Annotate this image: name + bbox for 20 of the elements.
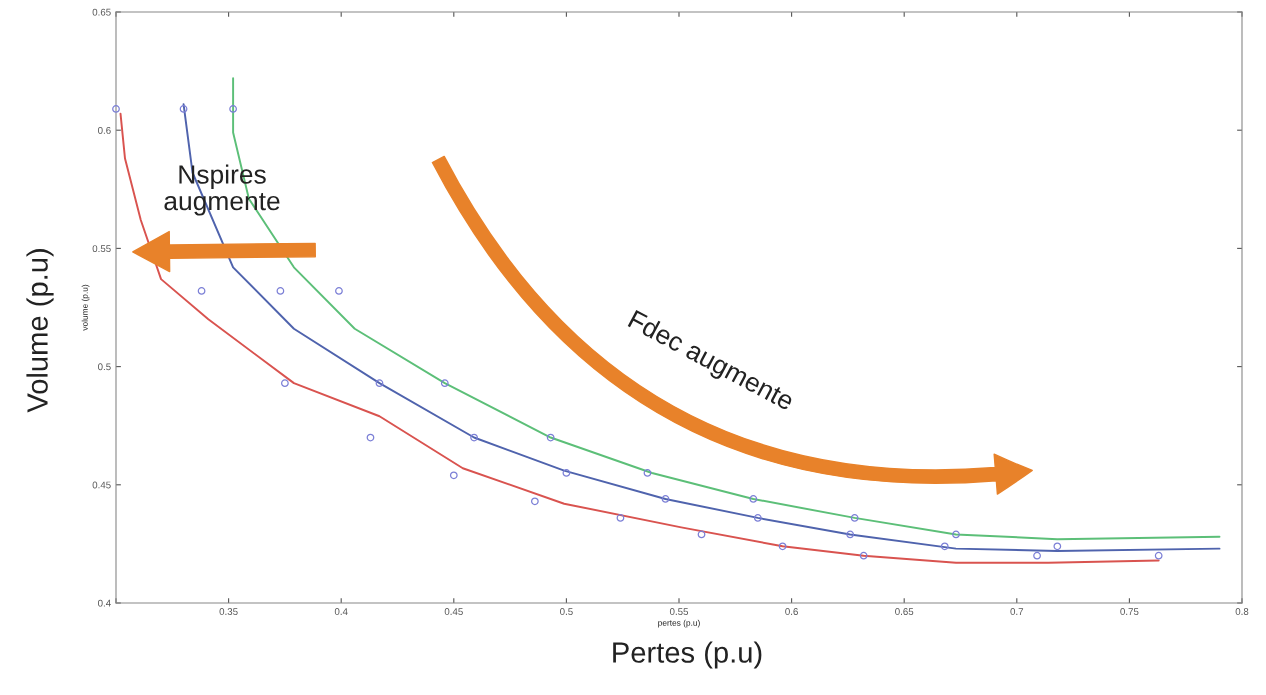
x-tick-label: 0.8 (1235, 608, 1249, 615)
x-tick-label: 0.7 (1010, 608, 1024, 615)
x-tick-label: 0.6 (785, 608, 798, 615)
y-tick-label: 0.4 (98, 599, 111, 607)
y-tick-label: 0.55 (92, 245, 111, 253)
y-axis-title: volume (p.u) (81, 284, 90, 331)
x-tick-label: 0.5 (560, 608, 573, 615)
y-tick-label: 0.6 (98, 126, 111, 134)
x-tick-label: 0.75 (1120, 608, 1139, 615)
x-tick-label: 0.35 (219, 608, 238, 615)
y-tick-label: 0.45 (92, 481, 111, 489)
x-tick-label: 0.55 (669, 608, 689, 615)
x-axis-title: pertes (p.u) (658, 619, 700, 628)
x-tick-label: 0.4 (334, 608, 348, 615)
y-tick-label: 0.5 (98, 363, 111, 371)
y-tick-label: 0.65 (92, 8, 111, 16)
text: Pertes (p.u) (613, 641, 762, 669)
x-tick-label: 0.45 (444, 608, 463, 615)
text: Volume (p.u) (26, 249, 54, 413)
x-tick-label: 0.65 (895, 608, 914, 615)
